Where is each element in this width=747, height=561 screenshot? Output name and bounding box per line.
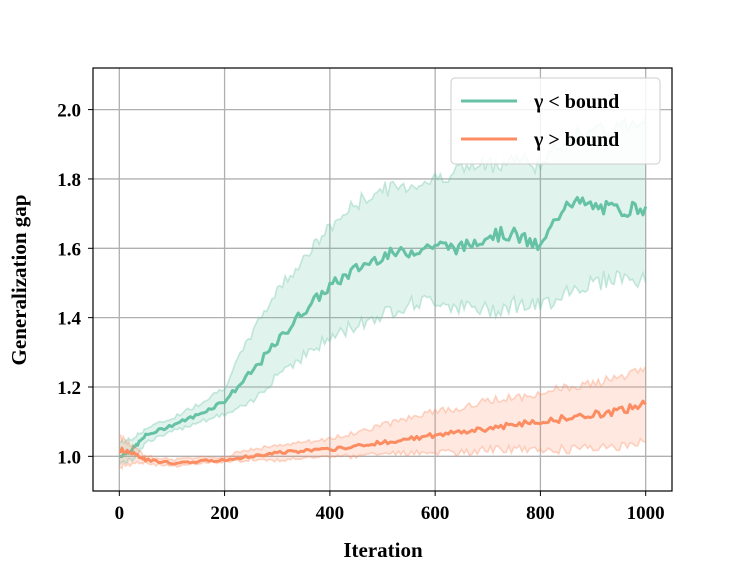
confidence-band — [119, 366, 646, 469]
band-lower-line — [119, 437, 647, 471]
legend-label: γ < bound — [533, 91, 619, 113]
band-lower-line — [118, 269, 647, 466]
y-tick-label: 1.8 — [57, 170, 81, 191]
ticks: 0 200 400 600 800 1000 1.0 1.2 1.4 1.6 1.8 2.0 — [57, 101, 664, 524]
x-tick-label: 1000 — [627, 503, 665, 524]
series-layer — [118, 116, 648, 471]
x-tick-label: 600 — [421, 503, 450, 524]
y-tick-label: 2.0 — [57, 101, 81, 122]
confidence-band — [119, 116, 646, 466]
y-axis-label: Generalization gap — [7, 195, 31, 366]
series-line — [119, 399, 647, 466]
legend: γ < bound γ > bound — [450, 77, 661, 165]
y-tick-label: 1.0 — [57, 447, 81, 468]
x-tick-label: 400 — [316, 503, 345, 524]
band-upper-line — [118, 365, 647, 463]
x-tick-label: 0 — [115, 503, 125, 524]
plot-frame — [92, 67, 673, 492]
x-tick-label: 200 — [210, 503, 239, 524]
x-tick-label: 800 — [526, 503, 555, 524]
series-line — [119, 196, 648, 459]
x-axis-label: Iteration — [343, 538, 423, 561]
legend-label: γ > bound — [533, 129, 619, 151]
y-tick-label: 1.2 — [57, 378, 81, 399]
y-tick-label: 1.4 — [57, 309, 81, 330]
y-tick-label: 1.6 — [57, 239, 81, 260]
